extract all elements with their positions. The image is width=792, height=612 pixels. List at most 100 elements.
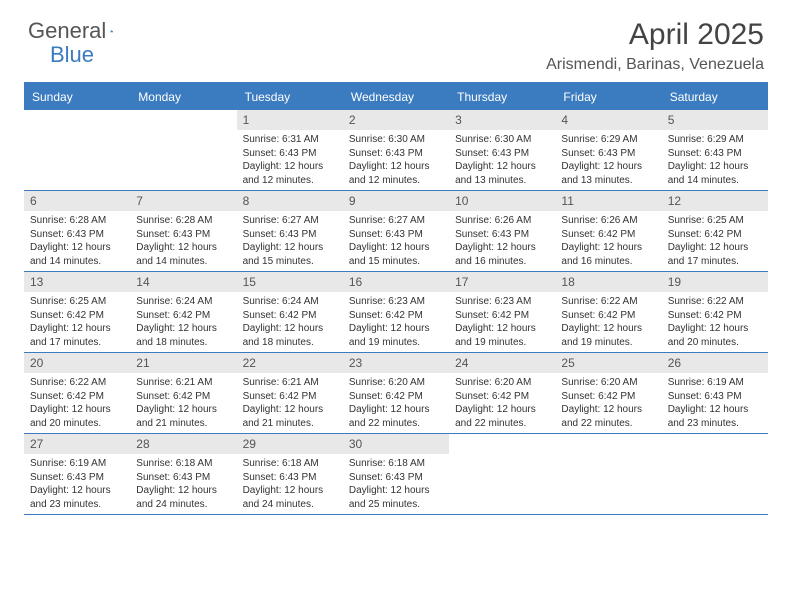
day-number: 29 [237, 434, 343, 454]
logo-text-2: Blue [50, 42, 94, 68]
day-info: Sunrise: 6:28 AMSunset: 6:43 PMDaylight:… [24, 211, 130, 271]
day-number: 15 [237, 272, 343, 292]
day-cell-21: 21Sunrise: 6:21 AMSunset: 6:42 PMDayligh… [130, 353, 236, 433]
header: General Blue April 2025 Arismendi, Barin… [0, 0, 792, 82]
day-header-tuesday: Tuesday [237, 84, 343, 110]
page-title: April 2025 [546, 18, 764, 52]
day-cell-2: 2Sunrise: 6:30 AMSunset: 6:43 PMDaylight… [343, 110, 449, 190]
day-number: 30 [343, 434, 449, 454]
day-info: Sunrise: 6:27 AMSunset: 6:43 PMDaylight:… [343, 211, 449, 271]
day-header-thursday: Thursday [449, 84, 555, 110]
location-text: Arismendi, Barinas, Venezuela [546, 56, 764, 74]
day-info: Sunrise: 6:25 AMSunset: 6:42 PMDaylight:… [24, 292, 130, 352]
day-info: Sunrise: 6:22 AMSunset: 6:42 PMDaylight:… [24, 373, 130, 433]
day-cell-10: 10Sunrise: 6:26 AMSunset: 6:43 PMDayligh… [449, 191, 555, 271]
day-number: 8 [237, 191, 343, 211]
day-number: 14 [130, 272, 236, 292]
day-cell-22: 22Sunrise: 6:21 AMSunset: 6:42 PMDayligh… [237, 353, 343, 433]
day-cell-15: 15Sunrise: 6:24 AMSunset: 6:42 PMDayligh… [237, 272, 343, 352]
logo: General Blue [28, 18, 132, 44]
day-info: Sunrise: 6:21 AMSunset: 6:42 PMDaylight:… [130, 373, 236, 433]
day-info: Sunrise: 6:20 AMSunset: 6:42 PMDaylight:… [343, 373, 449, 433]
day-number: 6 [24, 191, 130, 211]
day-info: Sunrise: 6:22 AMSunset: 6:42 PMDaylight:… [555, 292, 661, 352]
day-number: 19 [662, 272, 768, 292]
day-number: 26 [662, 353, 768, 373]
day-number: 27 [24, 434, 130, 454]
logo-text-1: General [28, 18, 106, 44]
day-cell-empty [555, 434, 661, 514]
day-number: 28 [130, 434, 236, 454]
day-header-wednesday: Wednesday [343, 84, 449, 110]
day-info: Sunrise: 6:26 AMSunset: 6:42 PMDaylight:… [555, 211, 661, 271]
day-cell-13: 13Sunrise: 6:25 AMSunset: 6:42 PMDayligh… [24, 272, 130, 352]
day-header-sunday: Sunday [24, 84, 130, 110]
week-row: 1Sunrise: 6:31 AMSunset: 6:43 PMDaylight… [24, 110, 768, 191]
day-number: 20 [24, 353, 130, 373]
day-number: 17 [449, 272, 555, 292]
day-number: 7 [130, 191, 236, 211]
day-cell-empty [130, 110, 236, 190]
day-cell-empty [24, 110, 130, 190]
day-info: Sunrise: 6:30 AMSunset: 6:43 PMDaylight:… [449, 130, 555, 190]
week-row: 13Sunrise: 6:25 AMSunset: 6:42 PMDayligh… [24, 272, 768, 353]
day-cell-empty [449, 434, 555, 514]
day-number: 2 [343, 110, 449, 130]
day-info: Sunrise: 6:18 AMSunset: 6:43 PMDaylight:… [343, 454, 449, 514]
day-number: 5 [662, 110, 768, 130]
day-cell-9: 9Sunrise: 6:27 AMSunset: 6:43 PMDaylight… [343, 191, 449, 271]
day-number: 1 [237, 110, 343, 130]
day-number: 23 [343, 353, 449, 373]
day-number: 10 [449, 191, 555, 211]
day-cell-17: 17Sunrise: 6:23 AMSunset: 6:42 PMDayligh… [449, 272, 555, 352]
day-info: Sunrise: 6:24 AMSunset: 6:42 PMDaylight:… [237, 292, 343, 352]
day-number: 21 [130, 353, 236, 373]
day-cell-8: 8Sunrise: 6:27 AMSunset: 6:43 PMDaylight… [237, 191, 343, 271]
day-cell-27: 27Sunrise: 6:19 AMSunset: 6:43 PMDayligh… [24, 434, 130, 514]
day-cell-24: 24Sunrise: 6:20 AMSunset: 6:42 PMDayligh… [449, 353, 555, 433]
day-cell-7: 7Sunrise: 6:28 AMSunset: 6:43 PMDaylight… [130, 191, 236, 271]
day-number: 25 [555, 353, 661, 373]
day-info: Sunrise: 6:18 AMSunset: 6:43 PMDaylight:… [237, 454, 343, 514]
day-cell-30: 30Sunrise: 6:18 AMSunset: 6:43 PMDayligh… [343, 434, 449, 514]
day-cell-29: 29Sunrise: 6:18 AMSunset: 6:43 PMDayligh… [237, 434, 343, 514]
day-info: Sunrise: 6:24 AMSunset: 6:42 PMDaylight:… [130, 292, 236, 352]
day-number: 3 [449, 110, 555, 130]
day-info: Sunrise: 6:26 AMSunset: 6:43 PMDaylight:… [449, 211, 555, 271]
day-header-monday: Monday [130, 84, 236, 110]
day-info: Sunrise: 6:29 AMSunset: 6:43 PMDaylight:… [662, 130, 768, 190]
day-number: 24 [449, 353, 555, 373]
day-cell-1: 1Sunrise: 6:31 AMSunset: 6:43 PMDaylight… [237, 110, 343, 190]
day-cell-14: 14Sunrise: 6:24 AMSunset: 6:42 PMDayligh… [130, 272, 236, 352]
day-cell-4: 4Sunrise: 6:29 AMSunset: 6:43 PMDaylight… [555, 110, 661, 190]
day-headers-row: SundayMondayTuesdayWednesdayThursdayFrid… [24, 84, 768, 110]
day-info: Sunrise: 6:31 AMSunset: 6:43 PMDaylight:… [237, 130, 343, 190]
day-number: 13 [24, 272, 130, 292]
day-info: Sunrise: 6:20 AMSunset: 6:42 PMDaylight:… [449, 373, 555, 433]
day-cell-28: 28Sunrise: 6:18 AMSunset: 6:43 PMDayligh… [130, 434, 236, 514]
day-cell-19: 19Sunrise: 6:22 AMSunset: 6:42 PMDayligh… [662, 272, 768, 352]
day-info: Sunrise: 6:27 AMSunset: 6:43 PMDaylight:… [237, 211, 343, 271]
day-number: 22 [237, 353, 343, 373]
day-number: 16 [343, 272, 449, 292]
day-info: Sunrise: 6:28 AMSunset: 6:43 PMDaylight:… [130, 211, 236, 271]
day-info: Sunrise: 6:18 AMSunset: 6:43 PMDaylight:… [130, 454, 236, 514]
day-cell-20: 20Sunrise: 6:22 AMSunset: 6:42 PMDayligh… [24, 353, 130, 433]
day-info: Sunrise: 6:23 AMSunset: 6:42 PMDaylight:… [343, 292, 449, 352]
day-info: Sunrise: 6:22 AMSunset: 6:42 PMDaylight:… [662, 292, 768, 352]
day-cell-26: 26Sunrise: 6:19 AMSunset: 6:43 PMDayligh… [662, 353, 768, 433]
day-cell-5: 5Sunrise: 6:29 AMSunset: 6:43 PMDaylight… [662, 110, 768, 190]
week-row: 20Sunrise: 6:22 AMSunset: 6:42 PMDayligh… [24, 353, 768, 434]
day-info: Sunrise: 6:19 AMSunset: 6:43 PMDaylight:… [662, 373, 768, 433]
day-number: 18 [555, 272, 661, 292]
title-block: April 2025 Arismendi, Barinas, Venezuela [546, 18, 764, 74]
day-info: Sunrise: 6:20 AMSunset: 6:42 PMDaylight:… [555, 373, 661, 433]
day-info: Sunrise: 6:30 AMSunset: 6:43 PMDaylight:… [343, 130, 449, 190]
day-cell-6: 6Sunrise: 6:28 AMSunset: 6:43 PMDaylight… [24, 191, 130, 271]
day-info: Sunrise: 6:23 AMSunset: 6:42 PMDaylight:… [449, 292, 555, 352]
day-cell-3: 3Sunrise: 6:30 AMSunset: 6:43 PMDaylight… [449, 110, 555, 190]
day-cell-11: 11Sunrise: 6:26 AMSunset: 6:42 PMDayligh… [555, 191, 661, 271]
week-row: 6Sunrise: 6:28 AMSunset: 6:43 PMDaylight… [24, 191, 768, 272]
day-cell-16: 16Sunrise: 6:23 AMSunset: 6:42 PMDayligh… [343, 272, 449, 352]
day-number: 9 [343, 191, 449, 211]
